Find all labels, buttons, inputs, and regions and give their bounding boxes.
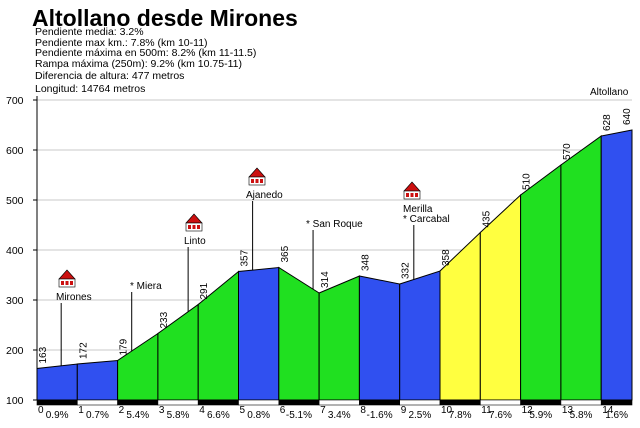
altitude-label: 640 [622, 108, 633, 125]
y-tick-label: 700 [6, 95, 24, 107]
x-tick-label: 5 [240, 405, 246, 416]
km-bar-segment [600, 399, 633, 406]
grade-label: 5.8% [167, 410, 190, 421]
stat-line: Pendiente máxima en 500m: 8.2% (km 11-11… [35, 47, 256, 59]
place-label: * Miera [130, 281, 162, 292]
place-marker: Merilla [403, 181, 433, 215]
y-tick-label: 400 [6, 245, 24, 257]
labels: 0 1 2 3 4 5 6 7 8 9 10 11 12 13 140.9% 0.7% 5.4% 5.8% 6.6%… [38, 87, 633, 421]
church-icon [403, 181, 421, 200]
stat-line: Longitud: 14764 metros [35, 83, 145, 95]
altitude-label: 357 [240, 249, 251, 266]
stat-line: Diferencia de altura: 477 metros [35, 70, 184, 82]
x-tick-label: 9 [401, 405, 407, 416]
place-marker: Ajanedo [246, 167, 283, 271]
profile-segment [238, 266, 280, 401]
place-label: * San Roque [306, 219, 363, 230]
x-tick-label: 12 [522, 405, 534, 416]
place-label: Mirones [56, 292, 92, 303]
x-tick-label: 10 [441, 405, 453, 416]
grade-label: 5.4% [126, 410, 149, 421]
grade-label: 0.7% [86, 410, 109, 421]
y-tick-label: 300 [6, 295, 24, 307]
stat-line: Pendiente media: 3.2% [35, 26, 144, 38]
chart-title: Altollano desde Mirones [32, 5, 298, 31]
altitude-label: 332 [401, 262, 412, 279]
place-label: Merilla [403, 204, 433, 215]
x-tick-label: 4 [199, 405, 205, 416]
profile-segment [399, 270, 441, 401]
place-label: Altollano [590, 87, 629, 98]
y-tick-label: 600 [6, 145, 24, 157]
altitude-label: 172 [78, 342, 89, 359]
grade-label: 7.6% [489, 410, 512, 421]
church-icon [185, 213, 203, 232]
altitude-label: 358 [441, 249, 452, 266]
x-tick-label: 13 [562, 405, 574, 416]
place-marker: * Miera [130, 281, 162, 352]
grade-label: 2.5% [408, 410, 431, 421]
y-tick-label: 100 [6, 395, 24, 407]
altitude-label: 233 [159, 311, 170, 328]
altitude-label: 179 [119, 338, 130, 355]
x-tick-label: 0 [38, 405, 44, 416]
place-label: Ajanedo [246, 190, 283, 201]
grade-label: -5.1% [286, 410, 312, 421]
stat-line: Pendiente max km.: 7.8% (km 10-11) [35, 37, 208, 49]
y-tick-label: 200 [6, 345, 24, 357]
place-marker: Linto [184, 213, 206, 312]
grade-label: 6.6% [207, 410, 230, 421]
altitude-label: 163 [38, 346, 49, 363]
grade-label: -1.6% [366, 410, 392, 421]
grade-label: 0.9% [46, 410, 69, 421]
church-icon [58, 269, 76, 288]
place-marker: * Carcabal [403, 214, 450, 280]
profile-segment [36, 363, 78, 401]
axes: 100 200 300 400 500 600 700 [6, 95, 633, 407]
grade-label: 0.8% [247, 410, 270, 421]
place-marker: Altollano [590, 87, 629, 98]
profile-segment [520, 164, 562, 401]
altitude-label: 314 [320, 271, 331, 288]
profile-segment [318, 275, 360, 401]
place-marker: * San Roque [306, 219, 363, 290]
x-tick-label: 14 [602, 405, 614, 416]
church-icon [248, 167, 266, 186]
grade-label: 5.9% [529, 410, 552, 421]
x-tick-label: 7 [320, 405, 326, 416]
stat-line: Rampa máxima (250m): 9.2% (km 10.75-11) [35, 58, 242, 70]
profile-segment [76, 359, 119, 401]
place-label: * Carcabal [403, 214, 450, 225]
profile-segment [358, 275, 401, 401]
altitude-label: 628 [602, 114, 613, 131]
grade-label: 5.8% [570, 410, 593, 421]
x-tick-label: 11 [481, 405, 492, 416]
altitude-label: 348 [360, 254, 371, 271]
profile-segments [36, 129, 633, 401]
place-marker: Mirones [56, 269, 92, 366]
altitude-label: 291 [199, 282, 210, 299]
altitude-label: 365 [280, 245, 291, 262]
profile-segment [560, 135, 602, 401]
x-tick-label: 1 [78, 405, 84, 416]
y-tick-label: 500 [6, 195, 24, 207]
x-tick-label: 3 [159, 405, 165, 416]
x-tick-label: 6 [280, 405, 286, 416]
grade-label: 7.8% [449, 410, 472, 421]
stats-panel: Pendiente media: 3.2%Pendiente max km.: … [35, 26, 256, 95]
altitude-label: 435 [481, 210, 492, 227]
altitude-label: 510 [522, 173, 533, 190]
grade-label: 1.6% [605, 410, 628, 421]
x-tick-label: 8 [360, 405, 366, 416]
place-label: Linto [184, 236, 206, 247]
profile-segment [600, 129, 633, 401]
altitude-label: 570 [562, 143, 573, 160]
x-tick-label: 2 [119, 405, 125, 416]
grade-label: 3.4% [328, 410, 351, 421]
